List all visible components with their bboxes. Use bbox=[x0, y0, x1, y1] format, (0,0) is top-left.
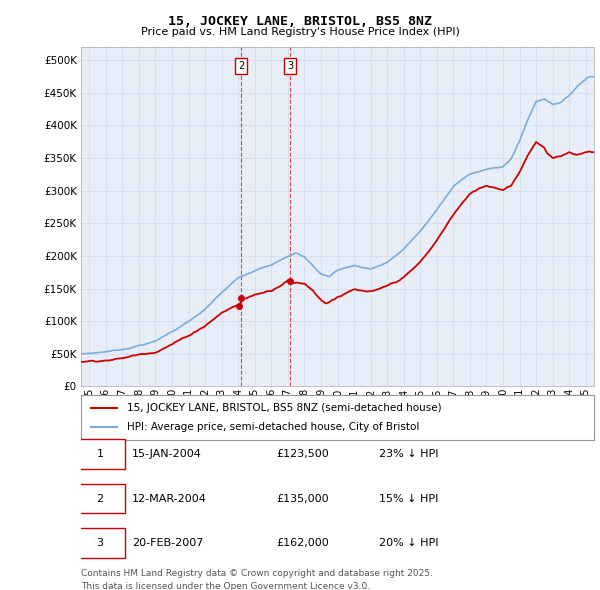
Text: HPI: Average price, semi-detached house, City of Bristol: HPI: Average price, semi-detached house,… bbox=[127, 422, 419, 432]
Text: Price paid vs. HM Land Registry's House Price Index (HPI): Price paid vs. HM Land Registry's House … bbox=[140, 27, 460, 37]
Text: 3: 3 bbox=[287, 61, 293, 71]
FancyBboxPatch shape bbox=[76, 484, 125, 513]
Text: Contains HM Land Registry data © Crown copyright and database right 2025.
This d: Contains HM Land Registry data © Crown c… bbox=[81, 569, 433, 590]
Text: £123,500: £123,500 bbox=[276, 450, 329, 459]
Text: 20-FEB-2007: 20-FEB-2007 bbox=[133, 538, 203, 548]
Text: 12-MAR-2004: 12-MAR-2004 bbox=[133, 494, 207, 503]
Text: 1: 1 bbox=[97, 450, 103, 459]
Text: £135,000: £135,000 bbox=[276, 494, 329, 503]
Text: 2: 2 bbox=[238, 61, 244, 71]
Text: 15% ↓ HPI: 15% ↓ HPI bbox=[379, 494, 438, 503]
FancyBboxPatch shape bbox=[76, 440, 125, 469]
Text: 2: 2 bbox=[97, 494, 104, 503]
Text: £162,000: £162,000 bbox=[276, 538, 329, 548]
Text: 23% ↓ HPI: 23% ↓ HPI bbox=[379, 450, 438, 459]
Text: 15, JOCKEY LANE, BRISTOL, BS5 8NZ (semi-detached house): 15, JOCKEY LANE, BRISTOL, BS5 8NZ (semi-… bbox=[127, 403, 442, 412]
Text: 15, JOCKEY LANE, BRISTOL, BS5 8NZ: 15, JOCKEY LANE, BRISTOL, BS5 8NZ bbox=[168, 15, 432, 28]
FancyBboxPatch shape bbox=[76, 528, 125, 558]
Text: 3: 3 bbox=[97, 538, 103, 548]
Text: 15-JAN-2004: 15-JAN-2004 bbox=[133, 450, 202, 459]
Text: 20% ↓ HPI: 20% ↓ HPI bbox=[379, 538, 438, 548]
